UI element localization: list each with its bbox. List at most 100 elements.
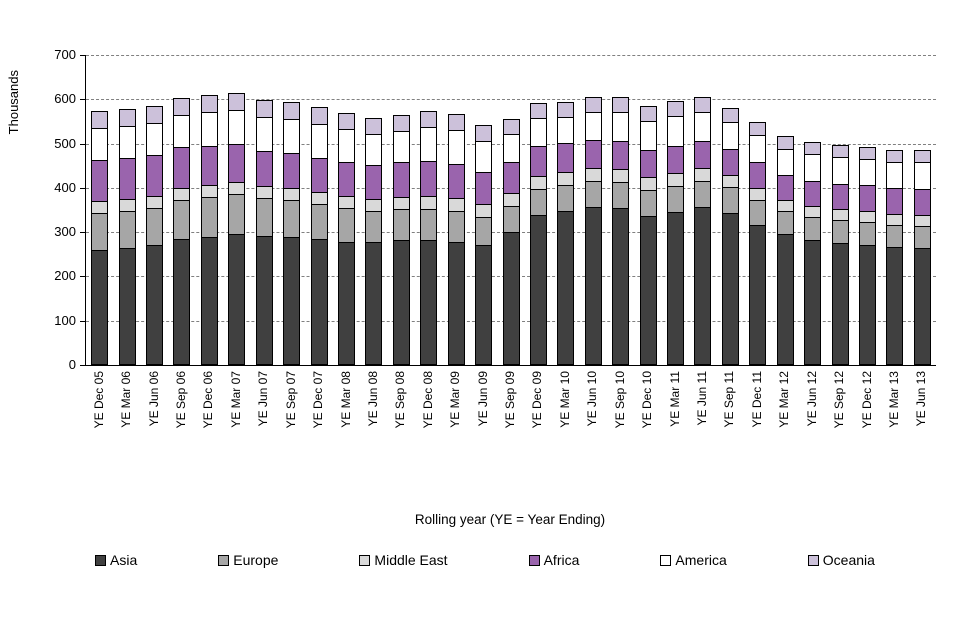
bar-segment-asia <box>913 248 931 365</box>
x-tick-label: YE Jun 13 <box>908 371 935 479</box>
bar-column <box>909 55 936 365</box>
bar-segment-oceania <box>475 125 493 142</box>
bar-stack <box>310 107 328 365</box>
bar-segment-africa <box>859 185 877 212</box>
bar-segment-africa <box>392 162 410 198</box>
bar-segment-africa <box>776 175 794 201</box>
bar-segment-america <box>420 127 438 162</box>
bar-column <box>333 55 360 365</box>
bar-segment-asia <box>639 216 657 365</box>
x-tick-label-text: YE Jun 10 <box>585 371 600 427</box>
bar-stack <box>255 100 273 365</box>
bar-segment-africa <box>502 162 520 194</box>
bar-segment-asia <box>776 234 794 365</box>
bar-segment-oceania <box>694 97 712 113</box>
bar-segment-america <box>447 130 465 165</box>
bar-column <box>86 55 113 365</box>
x-tick-label: YE Jun 08 <box>359 371 386 479</box>
bar-segment-middle-east <box>694 168 712 182</box>
bar-stack <box>338 113 355 365</box>
bar-segment-africa <box>447 164 465 199</box>
x-tick-label: YE Mar 06 <box>112 371 139 479</box>
bar-segment-america <box>667 116 685 147</box>
x-tick-label-text: YE Sep 08 <box>393 371 408 429</box>
x-tick-label-text: YE Dec 09 <box>530 371 545 429</box>
legend-swatch-oceania <box>807 554 819 566</box>
bar-segment-america <box>283 119 301 154</box>
bar-segment-asia <box>228 234 246 365</box>
bar-segment-oceania <box>447 114 465 131</box>
bar-segment-europe <box>776 211 794 235</box>
bar-segment-asia <box>584 207 602 365</box>
legend-swatch-europe <box>218 554 230 566</box>
bar-segment-africa <box>255 151 273 187</box>
x-tick-label: YE Jun 07 <box>250 371 277 479</box>
x-tick-label: YE Dec 07 <box>304 371 331 479</box>
bar-segment-asia <box>200 237 218 365</box>
x-tick-label: YE Dec 11 <box>743 371 770 479</box>
bar-column <box>251 55 278 365</box>
bar-stack <box>557 102 575 365</box>
x-tick-label: YE Mar 13 <box>880 371 907 479</box>
bar-segment-america <box>749 135 767 163</box>
bar-segment-oceania <box>529 103 547 119</box>
legend-item-africa: Africa <box>528 552 579 568</box>
bar-segment-africa <box>310 158 328 193</box>
bar-segment-america <box>173 115 191 148</box>
x-tick-label-text: YE Dec 06 <box>201 371 216 429</box>
bar-segment-america <box>584 112 602 141</box>
bar-segment-america <box>392 131 410 163</box>
bar-column <box>141 55 168 365</box>
bar-segment-oceania <box>557 102 575 118</box>
bar-stack <box>721 108 739 365</box>
bar-segment-africa <box>694 141 712 169</box>
bar-segment-europe <box>859 222 877 246</box>
bar-segment-america <box>200 112 218 147</box>
bar-segment-europe <box>283 200 301 238</box>
bar-segment-asia <box>694 207 712 365</box>
bar-stack <box>365 118 383 365</box>
bar-segment-america <box>694 112 712 142</box>
x-tick-label-text: YE Mar 06 <box>119 371 134 428</box>
bar-segment-america <box>804 154 822 182</box>
bar-column <box>717 55 744 365</box>
y-tick-label-300: 300 <box>54 224 76 240</box>
x-tick-label-text: YE Dec 05 <box>91 371 106 429</box>
bar-stack <box>475 125 493 365</box>
x-tick-label: YE Sep 07 <box>277 371 304 479</box>
y-axis-title: Thousands <box>6 70 21 135</box>
x-tick-label-text: YE Jun 09 <box>475 371 490 427</box>
bar-column <box>388 55 415 365</box>
y-tick-mark-600 <box>80 99 85 101</box>
bar-segment-america <box>859 159 877 186</box>
bar-segment-africa <box>173 147 191 189</box>
x-tick-label: YE Jun 12 <box>798 371 825 479</box>
bar-segment-oceania <box>749 122 767 136</box>
bar-segment-america <box>310 124 328 159</box>
x-tick-label-text: YE Mar 11 <box>667 371 682 427</box>
bar-segment-europe <box>749 200 767 226</box>
bar-segment-asia <box>804 240 822 365</box>
bar-segment-oceania <box>200 95 218 113</box>
bar-segment-asia <box>721 213 739 365</box>
bar-segment-europe <box>447 211 465 243</box>
bar-segment-middle-east <box>639 177 657 191</box>
bar-segment-europe <box>557 185 575 212</box>
bar-segment-africa <box>886 188 904 215</box>
bar-segment-oceania <box>612 97 630 113</box>
bar-segment-oceania <box>721 108 739 123</box>
legend-item-middle-east: Middle East <box>359 552 448 568</box>
x-tick-label: YE Mar 07 <box>222 371 249 479</box>
bar-stack <box>859 147 877 365</box>
bar-segment-europe <box>392 209 410 241</box>
plot-area <box>85 55 936 366</box>
bar-segment-oceania <box>639 106 657 122</box>
bar-segment-america <box>776 149 794 176</box>
bar-stack <box>420 111 438 365</box>
bar-segment-oceania <box>118 109 136 127</box>
bar-segment-america <box>502 134 520 163</box>
x-tick-label-text: YE Jun 11 <box>694 371 709 426</box>
bar-segment-oceania <box>283 102 301 120</box>
bar-column <box>525 55 552 365</box>
